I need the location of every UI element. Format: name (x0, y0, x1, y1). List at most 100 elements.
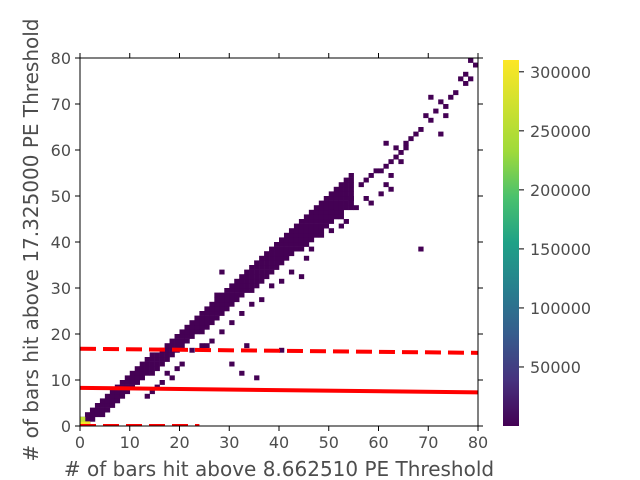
heatmap-bin (94, 412, 101, 418)
x-tick-label: 0 (75, 433, 85, 452)
heatmap-bin (293, 237, 300, 243)
heatmap-bin (283, 237, 290, 243)
heatmap-bin (333, 200, 339, 206)
heatmap-bin (269, 251, 275, 257)
heatmap-bin (398, 150, 404, 155)
heatmap-bin (468, 76, 474, 82)
heatmap-bin (353, 205, 359, 211)
heatmap-bin (89, 412, 96, 418)
heatmap-bin (393, 145, 399, 151)
heatmap-bin (229, 320, 235, 326)
heatmap-bin (458, 76, 464, 82)
y-tick-label: 60 (51, 141, 71, 160)
heatmap-bin (308, 237, 315, 243)
heatmap-bin (229, 297, 235, 303)
heatmap-bin (433, 108, 439, 114)
heatmap-bin (184, 338, 190, 344)
heatmap-bin (318, 209, 325, 215)
heatmap-bin (199, 315, 205, 321)
heatmap-bin (438, 99, 444, 105)
heatmap-bin (234, 283, 240, 289)
heatmap-bin (184, 324, 190, 330)
heatmap-bin (209, 311, 215, 316)
y-tick-label: 10 (51, 371, 71, 390)
heatmap-sparse-bins (144, 58, 478, 399)
heatmap-bin (279, 347, 285, 353)
heatmap-bin (343, 191, 349, 197)
heatmap-bin (348, 200, 354, 206)
heatmap-peak-bins (80, 416, 91, 426)
heatmap-bin (333, 186, 339, 192)
heatmap-bin (254, 269, 260, 275)
x-axis-title: # of bars hit above 8.662510 PE Threshol… (64, 457, 494, 480)
heatmap-bin (338, 223, 344, 229)
heatmap-bin (84, 416, 91, 422)
heatmap-bin (423, 113, 429, 119)
heatmap-bin (269, 246, 275, 252)
heatmap-bin (313, 205, 320, 211)
heatmap-bin (164, 352, 170, 358)
heatmap-bin (343, 186, 349, 192)
heatmap-bin (164, 347, 170, 353)
heatmap-bin (234, 288, 240, 293)
heatmap-bin (149, 352, 155, 358)
heatmap-bin (149, 370, 155, 376)
heatmap-bin (164, 343, 170, 349)
heatmap-bin (288, 242, 295, 247)
heatmap-bin (249, 288, 255, 293)
heatmap-bin (288, 269, 295, 275)
heatmap-bin (164, 370, 170, 376)
heatmap-bin (264, 260, 270, 266)
heatmap-bin (239, 288, 245, 293)
heatmap-bin (333, 214, 339, 220)
heatmap-bin (244, 278, 250, 284)
heatmap-bin (219, 306, 225, 312)
heatmap-bin (254, 283, 260, 289)
heatmap-bin (323, 209, 330, 215)
heatmap-bin (413, 131, 419, 137)
heatmap-bin (174, 343, 180, 349)
heatmap-bin (209, 338, 215, 344)
heatmap-bin (373, 168, 379, 174)
heatmap-bin (204, 343, 210, 349)
x-tick-label: 80 (468, 433, 488, 452)
heatmap-bin (298, 228, 305, 234)
heatmap-bin (298, 232, 305, 238)
heatmap-bin (298, 242, 305, 247)
heatmap-bin (144, 393, 150, 399)
heatmap-bin (333, 191, 339, 197)
heatmap-bin (269, 283, 275, 289)
heatmap-bin (428, 117, 434, 123)
heatmap-bin (313, 232, 320, 238)
y-tick-label: 20 (51, 325, 71, 344)
threshold-lines (80, 346, 478, 426)
heatmap-bin (274, 265, 280, 270)
heatmap-bin (343, 200, 349, 206)
heatmap-bin (318, 228, 325, 234)
heatmap-bin (288, 246, 295, 252)
heatmap-bin (303, 214, 310, 220)
heatmap-bin (269, 265, 275, 270)
heatmap-bin (214, 315, 220, 321)
heatmap-bin (343, 196, 349, 201)
heatmap-bin (94, 407, 101, 413)
heatmap-bin (264, 251, 270, 257)
heatmap-bin (159, 352, 165, 358)
heatmap-bin (443, 104, 449, 109)
heatmap-bin (338, 214, 344, 220)
heatmap-bin (239, 292, 245, 298)
heatmap-bin (159, 361, 165, 367)
colorbar-tick-label: 200000 (530, 181, 591, 200)
heatmap-bin (114, 393, 121, 399)
heatmap-bin (229, 301, 235, 307)
heatmap-bin (408, 136, 414, 142)
heatmap-bin (279, 251, 285, 257)
heatmap-bin (383, 182, 389, 188)
heatmap-bin (333, 205, 339, 211)
heatmap-bin (254, 265, 260, 270)
y-tick-label: 70 (51, 95, 71, 114)
heatmap-bin (119, 380, 126, 385)
heatmap-bin (318, 200, 325, 206)
heatmap-bin (393, 154, 399, 160)
heatmap-bin (214, 311, 220, 316)
